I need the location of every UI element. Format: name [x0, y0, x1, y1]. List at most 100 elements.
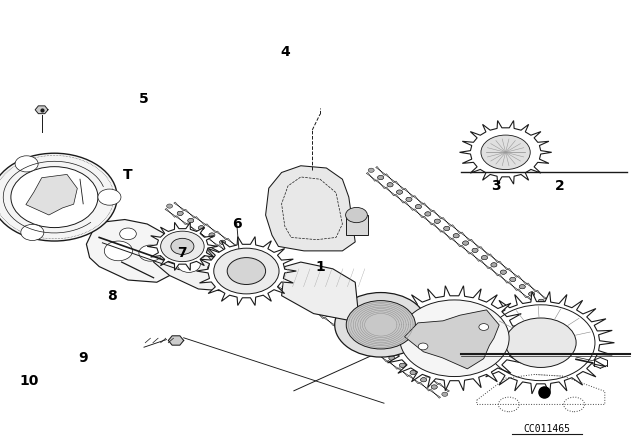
- Text: 5: 5: [139, 91, 149, 106]
- Polygon shape: [379, 286, 530, 391]
- Polygon shape: [451, 225, 461, 233]
- Polygon shape: [404, 202, 414, 211]
- Circle shape: [510, 277, 516, 281]
- Polygon shape: [479, 260, 490, 269]
- Text: 1: 1: [315, 259, 325, 274]
- Circle shape: [346, 327, 353, 331]
- Polygon shape: [413, 196, 423, 204]
- Circle shape: [188, 219, 194, 223]
- Circle shape: [220, 240, 225, 244]
- Polygon shape: [555, 305, 565, 314]
- Circle shape: [252, 262, 257, 266]
- Circle shape: [435, 219, 440, 223]
- Polygon shape: [216, 231, 227, 240]
- Polygon shape: [398, 368, 409, 376]
- Circle shape: [21, 224, 44, 241]
- Polygon shape: [470, 253, 480, 261]
- Polygon shape: [489, 267, 499, 276]
- Polygon shape: [536, 290, 546, 299]
- Polygon shape: [508, 282, 518, 290]
- Circle shape: [325, 313, 332, 317]
- Polygon shape: [250, 266, 260, 275]
- Circle shape: [415, 205, 421, 209]
- Circle shape: [399, 300, 509, 376]
- Text: 10: 10: [19, 374, 38, 388]
- Text: 4: 4: [280, 44, 290, 59]
- Circle shape: [209, 233, 215, 237]
- Polygon shape: [438, 383, 449, 392]
- Polygon shape: [404, 310, 499, 369]
- Circle shape: [548, 306, 554, 310]
- Circle shape: [479, 323, 488, 331]
- Circle shape: [357, 334, 363, 338]
- Polygon shape: [461, 232, 470, 241]
- Polygon shape: [432, 210, 442, 219]
- Polygon shape: [354, 325, 365, 334]
- Circle shape: [378, 176, 383, 180]
- Text: 3: 3: [491, 179, 501, 193]
- Circle shape: [453, 234, 459, 238]
- Circle shape: [368, 168, 374, 172]
- Polygon shape: [499, 274, 508, 283]
- Circle shape: [519, 284, 525, 289]
- Circle shape: [506, 318, 576, 367]
- Circle shape: [406, 197, 412, 202]
- Polygon shape: [387, 360, 398, 369]
- Circle shape: [139, 245, 162, 261]
- Polygon shape: [174, 202, 185, 211]
- Polygon shape: [292, 295, 303, 304]
- Circle shape: [294, 291, 300, 295]
- Polygon shape: [333, 310, 344, 319]
- Circle shape: [435, 219, 440, 223]
- Circle shape: [397, 190, 403, 194]
- Circle shape: [389, 356, 395, 360]
- Circle shape: [444, 226, 450, 231]
- Polygon shape: [227, 238, 237, 247]
- Polygon shape: [376, 180, 386, 189]
- Circle shape: [472, 248, 478, 252]
- Polygon shape: [266, 166, 355, 251]
- Circle shape: [230, 247, 236, 252]
- Polygon shape: [385, 347, 397, 356]
- Circle shape: [283, 284, 289, 288]
- Text: CC011465: CC011465: [524, 424, 571, 434]
- Circle shape: [425, 212, 431, 216]
- Polygon shape: [313, 310, 324, 319]
- Polygon shape: [271, 281, 282, 290]
- Polygon shape: [196, 237, 296, 306]
- Circle shape: [209, 233, 215, 237]
- Polygon shape: [175, 215, 187, 224]
- Circle shape: [500, 270, 506, 274]
- Circle shape: [481, 255, 488, 260]
- Circle shape: [420, 378, 427, 382]
- Circle shape: [463, 241, 468, 245]
- Circle shape: [304, 298, 310, 302]
- Circle shape: [346, 327, 353, 331]
- Circle shape: [519, 284, 525, 289]
- Circle shape: [406, 197, 412, 202]
- Circle shape: [431, 385, 437, 389]
- Polygon shape: [290, 282, 301, 291]
- Polygon shape: [366, 346, 377, 355]
- Circle shape: [481, 135, 530, 169]
- Circle shape: [304, 298, 310, 302]
- Circle shape: [444, 226, 450, 231]
- Circle shape: [529, 292, 534, 296]
- Circle shape: [387, 183, 393, 187]
- Polygon shape: [248, 253, 259, 262]
- Circle shape: [368, 341, 374, 346]
- Polygon shape: [429, 389, 440, 398]
- Circle shape: [431, 385, 437, 389]
- Polygon shape: [467, 292, 614, 394]
- Polygon shape: [269, 267, 280, 276]
- Polygon shape: [470, 239, 480, 248]
- Text: 9: 9: [78, 351, 88, 366]
- Circle shape: [188, 219, 194, 223]
- Polygon shape: [396, 354, 407, 363]
- Polygon shape: [168, 336, 184, 345]
- Circle shape: [241, 254, 246, 259]
- Circle shape: [410, 370, 416, 375]
- Circle shape: [500, 270, 506, 274]
- Polygon shape: [546, 311, 556, 319]
- Polygon shape: [312, 296, 323, 305]
